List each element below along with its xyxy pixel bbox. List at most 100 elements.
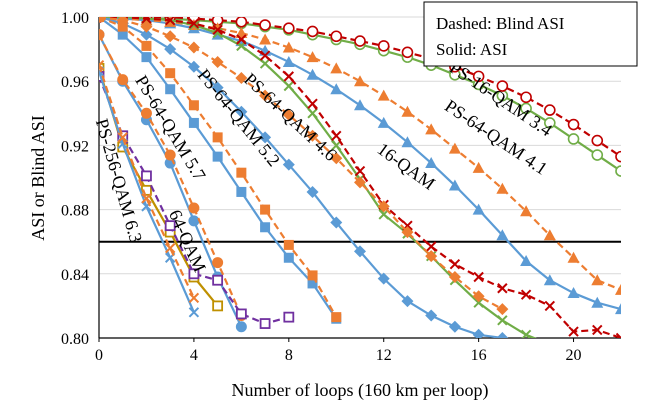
point-ps652_asi-3 [165, 84, 176, 95]
point-ps641_blind-21 [591, 274, 604, 286]
point-ps646_blind-16 [472, 290, 485, 303]
point-qam16_asi-9 [307, 108, 318, 119]
point-ps652_blind-8 [283, 239, 294, 250]
point-ps646_blind-6 [235, 71, 248, 84]
point-ps641_asi-20 [567, 287, 580, 299]
point-ps641_blind-9 [306, 51, 319, 63]
point-ps646_blind-15 [448, 271, 461, 284]
point-qam16_asi-19 [545, 340, 554, 349]
x-tick-label-5: 20 [566, 347, 582, 364]
point-ps641_blind-10 [330, 62, 343, 74]
point-ps163_blind-20 [567, 118, 580, 131]
point-ps652_asi-9 [307, 278, 318, 289]
point-ps641_blind-7 [259, 33, 272, 45]
point-ps163_blind-16 [472, 70, 485, 83]
point-ps646_blind-12 [377, 200, 390, 213]
point-qam64_blind-4 [188, 292, 200, 304]
point-qam16_asi-16 [473, 297, 484, 308]
point-ps652_blind-1 [117, 21, 128, 32]
point-ps641_blind-20 [567, 251, 580, 263]
point-ps652_asi-4 [188, 117, 199, 128]
point-ps641_blind-22 [615, 283, 621, 295]
point-ps163_blind-8 [283, 22, 295, 35]
point-ps163_blind-7 [259, 19, 271, 31]
point-ps646_asi-4 [187, 60, 200, 73]
point-ps163_blind-17 [496, 80, 509, 92]
point-ps646_asi-14 [425, 309, 438, 322]
point-qam16_blind-17 [497, 283, 508, 294]
point-qam64_blind-0 [99, 59, 105, 71]
series-ps652_blind [99, 17, 342, 323]
point-ps163_blind-21 [591, 134, 604, 147]
series-qam64_blind [99, 59, 200, 304]
point-ps646_blind-7 [259, 89, 272, 102]
point-ps641_asi-10 [330, 83, 343, 95]
point-qam16_asi-17 [497, 315, 508, 326]
legend-box [423, 1, 638, 67]
point-ps163_blind-18 [520, 91, 532, 104]
point-ps641_blind-11 [354, 75, 366, 87]
point-qam16_blind-10 [331, 130, 342, 141]
legend-entry-dashed: Dashed: Blind ASI [436, 14, 565, 33]
point-qam16_asi-10 [331, 140, 342, 151]
point-ps163_asi-19 [544, 117, 556, 129]
series-qam16_blind [99, 17, 621, 338]
point-ps646_asi-8 [282, 158, 295, 171]
series-line-ps652_blind [99, 17, 338, 318]
series-ps646_asi [99, 17, 509, 338]
point-ps641_asi-14 [425, 157, 438, 169]
annotation-label-1: PS-64-QAM 4.1 [441, 96, 551, 179]
x-tick-label-4: 16 [471, 347, 487, 364]
point-ps163_blind-6 [235, 17, 248, 28]
point-qam16_blind-18 [520, 289, 532, 300]
point-ps652_blind-7 [260, 204, 271, 215]
x-tick-label-2: 8 [285, 347, 293, 364]
point-ps646_asi-2 [140, 28, 153, 41]
point-ps163_blind-9 [306, 25, 319, 38]
point-ps657_blind-0 [99, 29, 105, 41]
point-ps641_asi-15 [448, 179, 461, 191]
legend: Dashed: Blind ASI Solid: ASI [423, 1, 638, 67]
point-qam16_asi-8 [283, 80, 295, 92]
point-qam16_blind-19 [544, 300, 556, 312]
point-ps646_blind-8 [282, 108, 295, 121]
legend-entry-solid: Solid: ASI [436, 40, 508, 59]
series-line-qam64_blind [99, 64, 195, 299]
point-ps646_asi-6 [235, 105, 248, 118]
x-tick-label-1: 4 [190, 347, 198, 364]
point-qam64_blind-2 [141, 193, 152, 204]
y-tick-label-2: 0.88 [61, 203, 89, 220]
point-ps657_blind-1 [117, 74, 129, 86]
y-tick-label-4: 0.96 [61, 74, 89, 91]
point-qam16_asi-18 [520, 329, 532, 338]
point-ps646_blind-14 [425, 250, 438, 263]
point-ps163_asi-18 [520, 102, 532, 115]
point-ps646_asi-12 [377, 272, 390, 285]
y-tick-label-5: 1.00 [61, 10, 89, 27]
point-ps646_asi-17 [496, 332, 509, 338]
point-ps641_asi-18 [520, 254, 533, 266]
point-ps652_blind-5 [212, 132, 223, 143]
point-ps163_asi-21 [591, 149, 604, 161]
point-ps646_blind-1 [116, 17, 129, 27]
point-ps641_asi-8 [282, 55, 295, 67]
point-ps646_blind-17 [496, 303, 509, 316]
point-ps163_asi-20 [567, 133, 580, 145]
point-ps652_blind-4 [188, 100, 199, 111]
point-ps646_blind-13 [401, 226, 414, 239]
point-ps641_blind-13 [401, 105, 414, 117]
point-ps646_asi-5 [211, 81, 224, 94]
point-ps2563_blind-4 [188, 268, 200, 280]
point-ps2563_blind-2 [141, 170, 152, 182]
point-qam16_blind-22 [615, 332, 621, 338]
point-ps646_asi-11 [354, 245, 366, 258]
y-tick-label-3: 0.92 [61, 138, 89, 155]
point-ps2563_blind-6 [235, 308, 247, 320]
y-tick-label-1: 0.84 [61, 267, 89, 284]
point-ps652_blind-3 [165, 68, 176, 79]
point-qam16_blind-7 [259, 50, 271, 61]
point-ps646_blind-2 [140, 20, 153, 33]
point-ps641_blind-8 [282, 41, 295, 53]
point-ps646_asi-13 [401, 295, 414, 308]
point-ps657_asi-6 [235, 321, 247, 333]
